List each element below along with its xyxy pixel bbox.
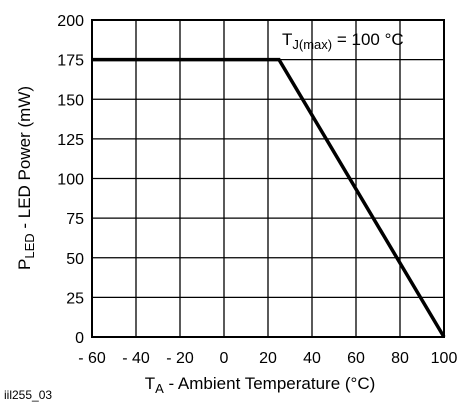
x-tick-label: - 40	[122, 350, 150, 367]
x-tick-label: - 20	[166, 350, 194, 367]
grid-lines	[91, 19, 445, 338]
x-tick-label: 100	[431, 350, 458, 367]
y-tick-label: 200	[57, 13, 84, 30]
x-tick-label: 60	[347, 350, 365, 367]
y-tick-label: 150	[57, 92, 84, 109]
x-tick-label: 80	[391, 350, 409, 367]
y-tick-label: 75	[66, 211, 84, 228]
x-tick-label: - 60	[78, 350, 106, 367]
tj-max-annotation: TJ(max) = 100 °C	[282, 30, 404, 52]
figure-id-label: iil255_03	[4, 388, 52, 402]
x-tick-label: 0	[220, 350, 229, 367]
y-tick-label: 0	[75, 330, 84, 347]
y-axis-label: PLED - LED Power (mW)	[15, 86, 37, 270]
plot-area-border	[91, 19, 445, 338]
x-axis-label: TA - Ambient Temperature (°C)	[145, 374, 376, 396]
y-tick-label: 175	[57, 53, 84, 70]
data-series	[92, 57, 446, 338]
y-tick-label: 125	[57, 132, 84, 149]
y-tick-label: 50	[66, 251, 84, 268]
y-tick-label: 100	[57, 172, 84, 189]
y-tick-label: 25	[66, 290, 84, 307]
series-line-power-derating	[92, 57, 446, 338]
x-tick-label: 20	[259, 350, 277, 367]
x-tick-label: 40	[303, 350, 321, 367]
tick-labels: - 60 - 40 - 20 0 20 40 60 80 100 0 25 50 75 100 125 150…	[57, 13, 457, 367]
